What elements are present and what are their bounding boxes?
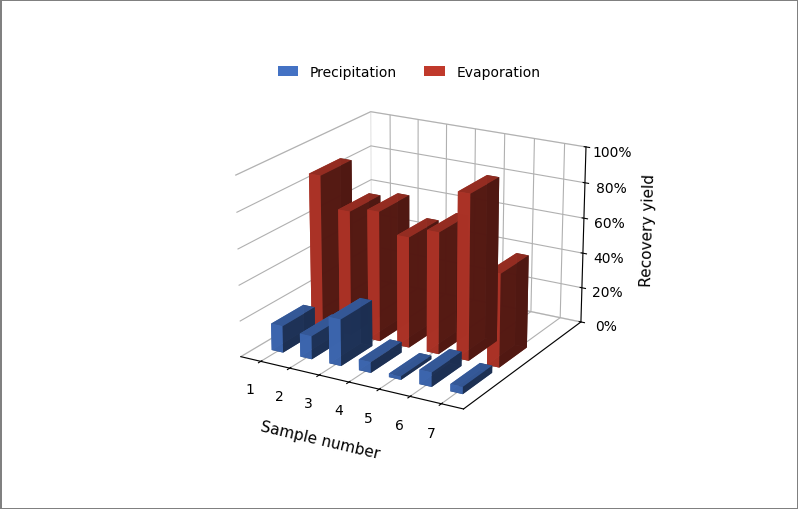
Legend: Precipitation, Evaporation: Precipitation, Evaporation (272, 60, 546, 85)
X-axis label: Sample number: Sample number (259, 419, 381, 461)
